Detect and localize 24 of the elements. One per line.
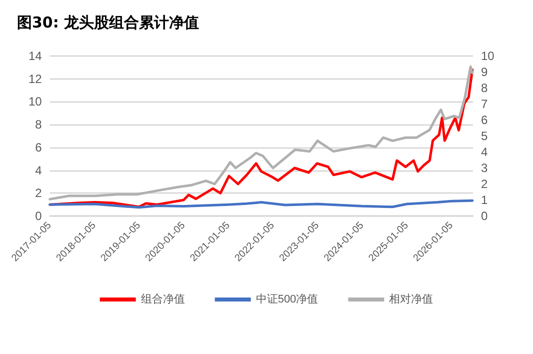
legend-label: 相对净值 [389,292,434,306]
line-series [48,199,474,209]
chart-title: 图30: 龙头股组合累计净值 [17,14,200,32]
y-tick-label: 2 [35,186,42,200]
y2-tick-label: 10 [481,49,495,63]
y-tick-label: 12 [28,72,42,86]
legend-label: 组合净值 [140,292,185,306]
y2-tick-label: 7 [481,97,488,111]
y2-tick-label: 0 [481,209,488,223]
y2-tick-label: 1 [481,193,488,207]
y-tick-label: 14 [28,49,42,63]
y-tick-label: 6 [35,140,42,154]
y2-tick-label: 4 [481,145,488,159]
y2-tick-label: 3 [481,161,488,175]
y2-tick-label: 5 [481,129,488,143]
y-tick-label: 0 [35,209,42,223]
y2-tick-label: 6 [481,113,488,127]
y-tick-label: 4 [35,163,42,178]
y2-tick-label: 9 [481,65,488,79]
y-tick-label: 8 [35,118,42,132]
legend-label: 中证500净值 [256,292,318,306]
y2-tick-label: 2 [481,177,488,191]
y-tick-label: 10 [28,94,42,109]
y2-tick-label: 8 [481,81,488,95]
